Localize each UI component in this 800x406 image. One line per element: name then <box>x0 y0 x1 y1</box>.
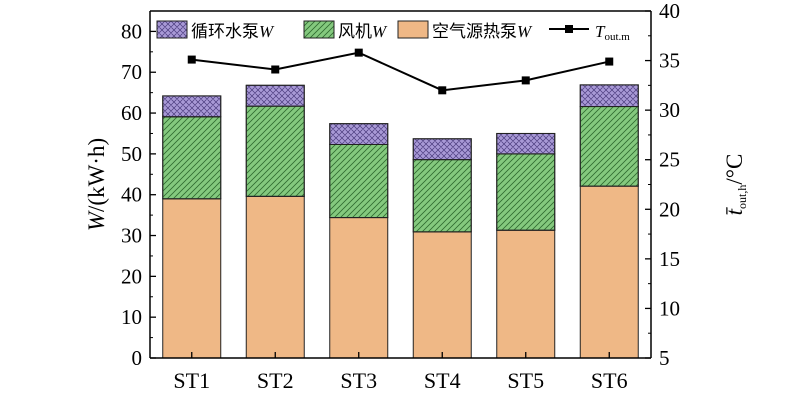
right-tick-label: 15 <box>659 247 680 271</box>
bar-hatch-ST4-1 <box>412 159 472 233</box>
legend-label-0: 循环水泵W <box>191 22 275 41</box>
bar-segment-ST2-0 <box>245 195 305 359</box>
bar-segment-ST5-0 <box>496 229 556 359</box>
left-tick-label: 10 <box>121 305 142 329</box>
right-tick-label: 35 <box>659 49 680 73</box>
bar-hatch-ST5-1 <box>496 153 556 231</box>
bar-hatch-ST4-2 <box>412 138 472 161</box>
legend-label-3: Tout.m <box>595 22 630 43</box>
legend-swatch-hatch-1 <box>303 20 335 39</box>
bar-segment-ST3-0 <box>329 217 389 359</box>
right-tick-label: 25 <box>659 148 680 172</box>
bar-hatch-ST2-1 <box>245 105 305 197</box>
x-tick-label: ST2 <box>257 368 294 393</box>
temperature-marker-ST6 <box>605 57 614 66</box>
temperature-marker-ST2 <box>271 65 280 74</box>
left-tick-label: 30 <box>121 224 142 248</box>
left-tick-label: 20 <box>121 264 142 288</box>
bar-hatch-ST5-2 <box>496 132 556 155</box>
left-tick-label: 50 <box>121 142 142 166</box>
temperature-marker-ST1 <box>187 55 196 64</box>
left-tick-label: 40 <box>121 183 142 207</box>
x-tick-label: ST1 <box>173 368 210 393</box>
bar-hatch-ST3-2 <box>329 123 389 145</box>
bar-hatch-ST1-1 <box>162 116 222 200</box>
right-tick-label: 40 <box>659 0 680 23</box>
temperature-line <box>191 51 610 92</box>
legend-marker-sample <box>565 25 573 33</box>
temperature-marker-ST3 <box>354 48 363 57</box>
bar-hatch-ST6-1 <box>579 106 639 187</box>
x-tick-label: ST5 <box>507 368 544 393</box>
x-tick-label: ST4 <box>424 368 461 393</box>
legend-swatch-hatch-0 <box>156 20 188 39</box>
right-tick-label: 30 <box>659 98 680 122</box>
bar-hatch-ST6-2 <box>579 84 639 108</box>
left-tick-label: 80 <box>121 19 142 43</box>
legend-label-1: 风机W <box>338 22 388 41</box>
right-tick-label: 20 <box>659 197 680 221</box>
right-tick-label: 10 <box>659 296 680 320</box>
bar-hatch-ST1-2 <box>162 95 222 118</box>
bar-segment-ST6-0 <box>579 185 639 359</box>
left-tick-label: 60 <box>121 101 142 125</box>
x-tick-label: ST6 <box>591 368 628 393</box>
temperature-marker-ST5 <box>521 76 530 85</box>
bar-segment-ST1-0 <box>162 198 222 359</box>
temperature-marker-ST4 <box>438 86 447 95</box>
left-tick-label: 0 <box>132 346 143 370</box>
y-right-axis-title: t̄out,h/°C <box>722 154 749 216</box>
bar-hatch-ST2-2 <box>245 84 305 107</box>
legend-label-2: 空气源热泵W <box>432 22 533 41</box>
x-tick-label: ST3 <box>340 368 377 393</box>
bar-segment-ST4-0 <box>412 231 472 359</box>
legend-swatch-2 <box>397 20 429 39</box>
y-left-axis-title: W/(kW·h) <box>84 138 109 231</box>
left-tick-label: 70 <box>121 60 142 84</box>
bar-hatch-ST3-1 <box>329 143 389 219</box>
right-tick-label: 5 <box>659 346 670 370</box>
